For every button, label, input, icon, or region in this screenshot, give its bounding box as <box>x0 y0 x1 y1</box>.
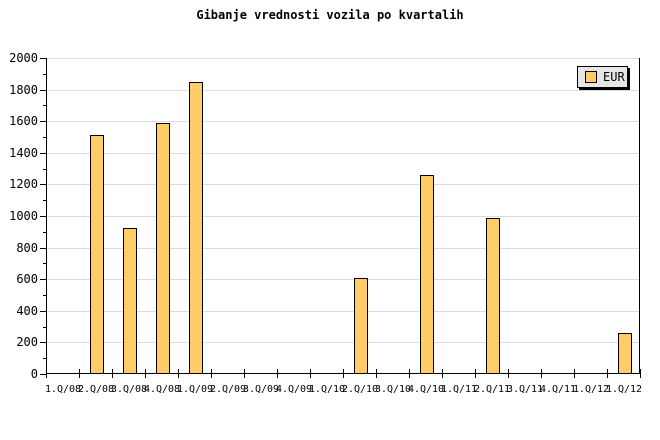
plot-area <box>46 58 640 374</box>
y-tick-minor <box>43 105 46 106</box>
legend: EUR <box>577 66 628 88</box>
gridline <box>47 153 639 154</box>
y-tick-minor <box>43 137 46 138</box>
bar <box>90 135 104 374</box>
x-tick-label: 4.Q/08 <box>143 384 181 395</box>
gridline <box>47 184 639 185</box>
x-tick <box>277 369 278 378</box>
y-tick-label: 1200 <box>9 177 38 191</box>
x-tick <box>541 369 542 378</box>
x-tick <box>46 369 47 378</box>
gridline <box>47 342 639 343</box>
y-tick-label: 200 <box>16 335 38 349</box>
y-tick-label: 400 <box>16 304 38 318</box>
y-tick-label: 0 <box>30 367 38 381</box>
bar <box>618 333 632 374</box>
gridline <box>47 248 639 249</box>
y-tick-major <box>40 216 46 217</box>
x-tick-label: 1.Q/08 <box>44 384 82 395</box>
bar <box>189 82 203 374</box>
y-tick-major <box>40 248 46 249</box>
y-tick-label: 800 <box>16 241 38 255</box>
y-tick-major <box>40 279 46 280</box>
bar <box>486 218 500 374</box>
y-tick-major <box>40 121 46 122</box>
gridline <box>47 311 639 312</box>
x-tick-label: 3.Q/10 <box>374 384 412 395</box>
y-tick-major <box>40 311 46 312</box>
x-tick-label: 1.Q/10 <box>308 384 346 395</box>
gridline <box>47 216 639 217</box>
x-tick <box>310 369 311 378</box>
x-tick <box>343 369 344 378</box>
gridline <box>47 58 639 59</box>
x-tick-label: 3.Q/11 <box>506 384 544 395</box>
y-tick-major <box>40 184 46 185</box>
x-tick-label: 4.Q/11 <box>539 384 577 395</box>
y-tick-label: 1000 <box>9 209 38 223</box>
x-tick <box>79 369 80 378</box>
y-tick-minor <box>43 263 46 264</box>
x-tick-label: 1.Q/11 <box>440 384 478 395</box>
y-tick-major <box>40 374 46 375</box>
legend-swatch <box>585 71 597 83</box>
y-tick-minor <box>43 232 46 233</box>
x-tick <box>145 369 146 378</box>
x-tick <box>178 369 179 378</box>
x-tick-label: 1.Q/12 <box>605 384 643 395</box>
x-tick <box>607 369 608 378</box>
y-tick-label: 1600 <box>9 114 38 128</box>
gridline <box>47 90 639 91</box>
y-tick-minor <box>43 74 46 75</box>
x-tick-label: 2.Q/08 <box>77 384 115 395</box>
y-tick-label: 1800 <box>9 83 38 97</box>
y-tick-major <box>40 153 46 154</box>
bar <box>156 123 170 374</box>
x-tick-label: 4.Q/09 <box>275 384 313 395</box>
x-tick <box>574 369 575 378</box>
x-tick <box>211 369 212 378</box>
legend-label: EUR <box>603 70 625 84</box>
chart-title: Gibanje vrednosti vozila po kvartalih <box>196 8 464 22</box>
y-tick-minor <box>43 169 46 170</box>
x-tick-label: 3.Q/08 <box>110 384 148 395</box>
x-tick <box>244 369 245 378</box>
y-tick-minor <box>43 200 46 201</box>
x-tick-label: 2.Q/11 <box>473 384 511 395</box>
y-tick-minor <box>43 358 46 359</box>
x-tick-label: 2.Q/09 <box>209 384 247 395</box>
gridline <box>47 121 639 122</box>
y-tick-minor <box>43 327 46 328</box>
y-tick-major <box>40 58 46 59</box>
y-tick-label: 600 <box>16 272 38 286</box>
x-tick <box>112 369 113 378</box>
x-tick <box>409 369 410 378</box>
x-tick <box>376 369 377 378</box>
x-tick <box>508 369 509 378</box>
x-tick-label: 1.Q/09 <box>176 384 214 395</box>
x-tick <box>640 369 641 378</box>
y-tick-major <box>40 90 46 91</box>
gridline <box>47 279 639 280</box>
bar <box>123 228 137 374</box>
x-tick-label: 4.Q/10 <box>407 384 445 395</box>
x-tick-label: 2.Q/10 <box>341 384 379 395</box>
x-tick <box>475 369 476 378</box>
x-tick-label: 3.Q/09 <box>242 384 280 395</box>
x-tick <box>442 369 443 378</box>
x-tick-label: 1.Q/12 <box>572 384 610 395</box>
y-tick-label: 1400 <box>9 146 38 160</box>
y-tick-major <box>40 342 46 343</box>
y-tick-minor <box>43 295 46 296</box>
y-tick-label: 2000 <box>9 51 38 65</box>
bar <box>354 278 368 374</box>
bar <box>420 175 434 374</box>
